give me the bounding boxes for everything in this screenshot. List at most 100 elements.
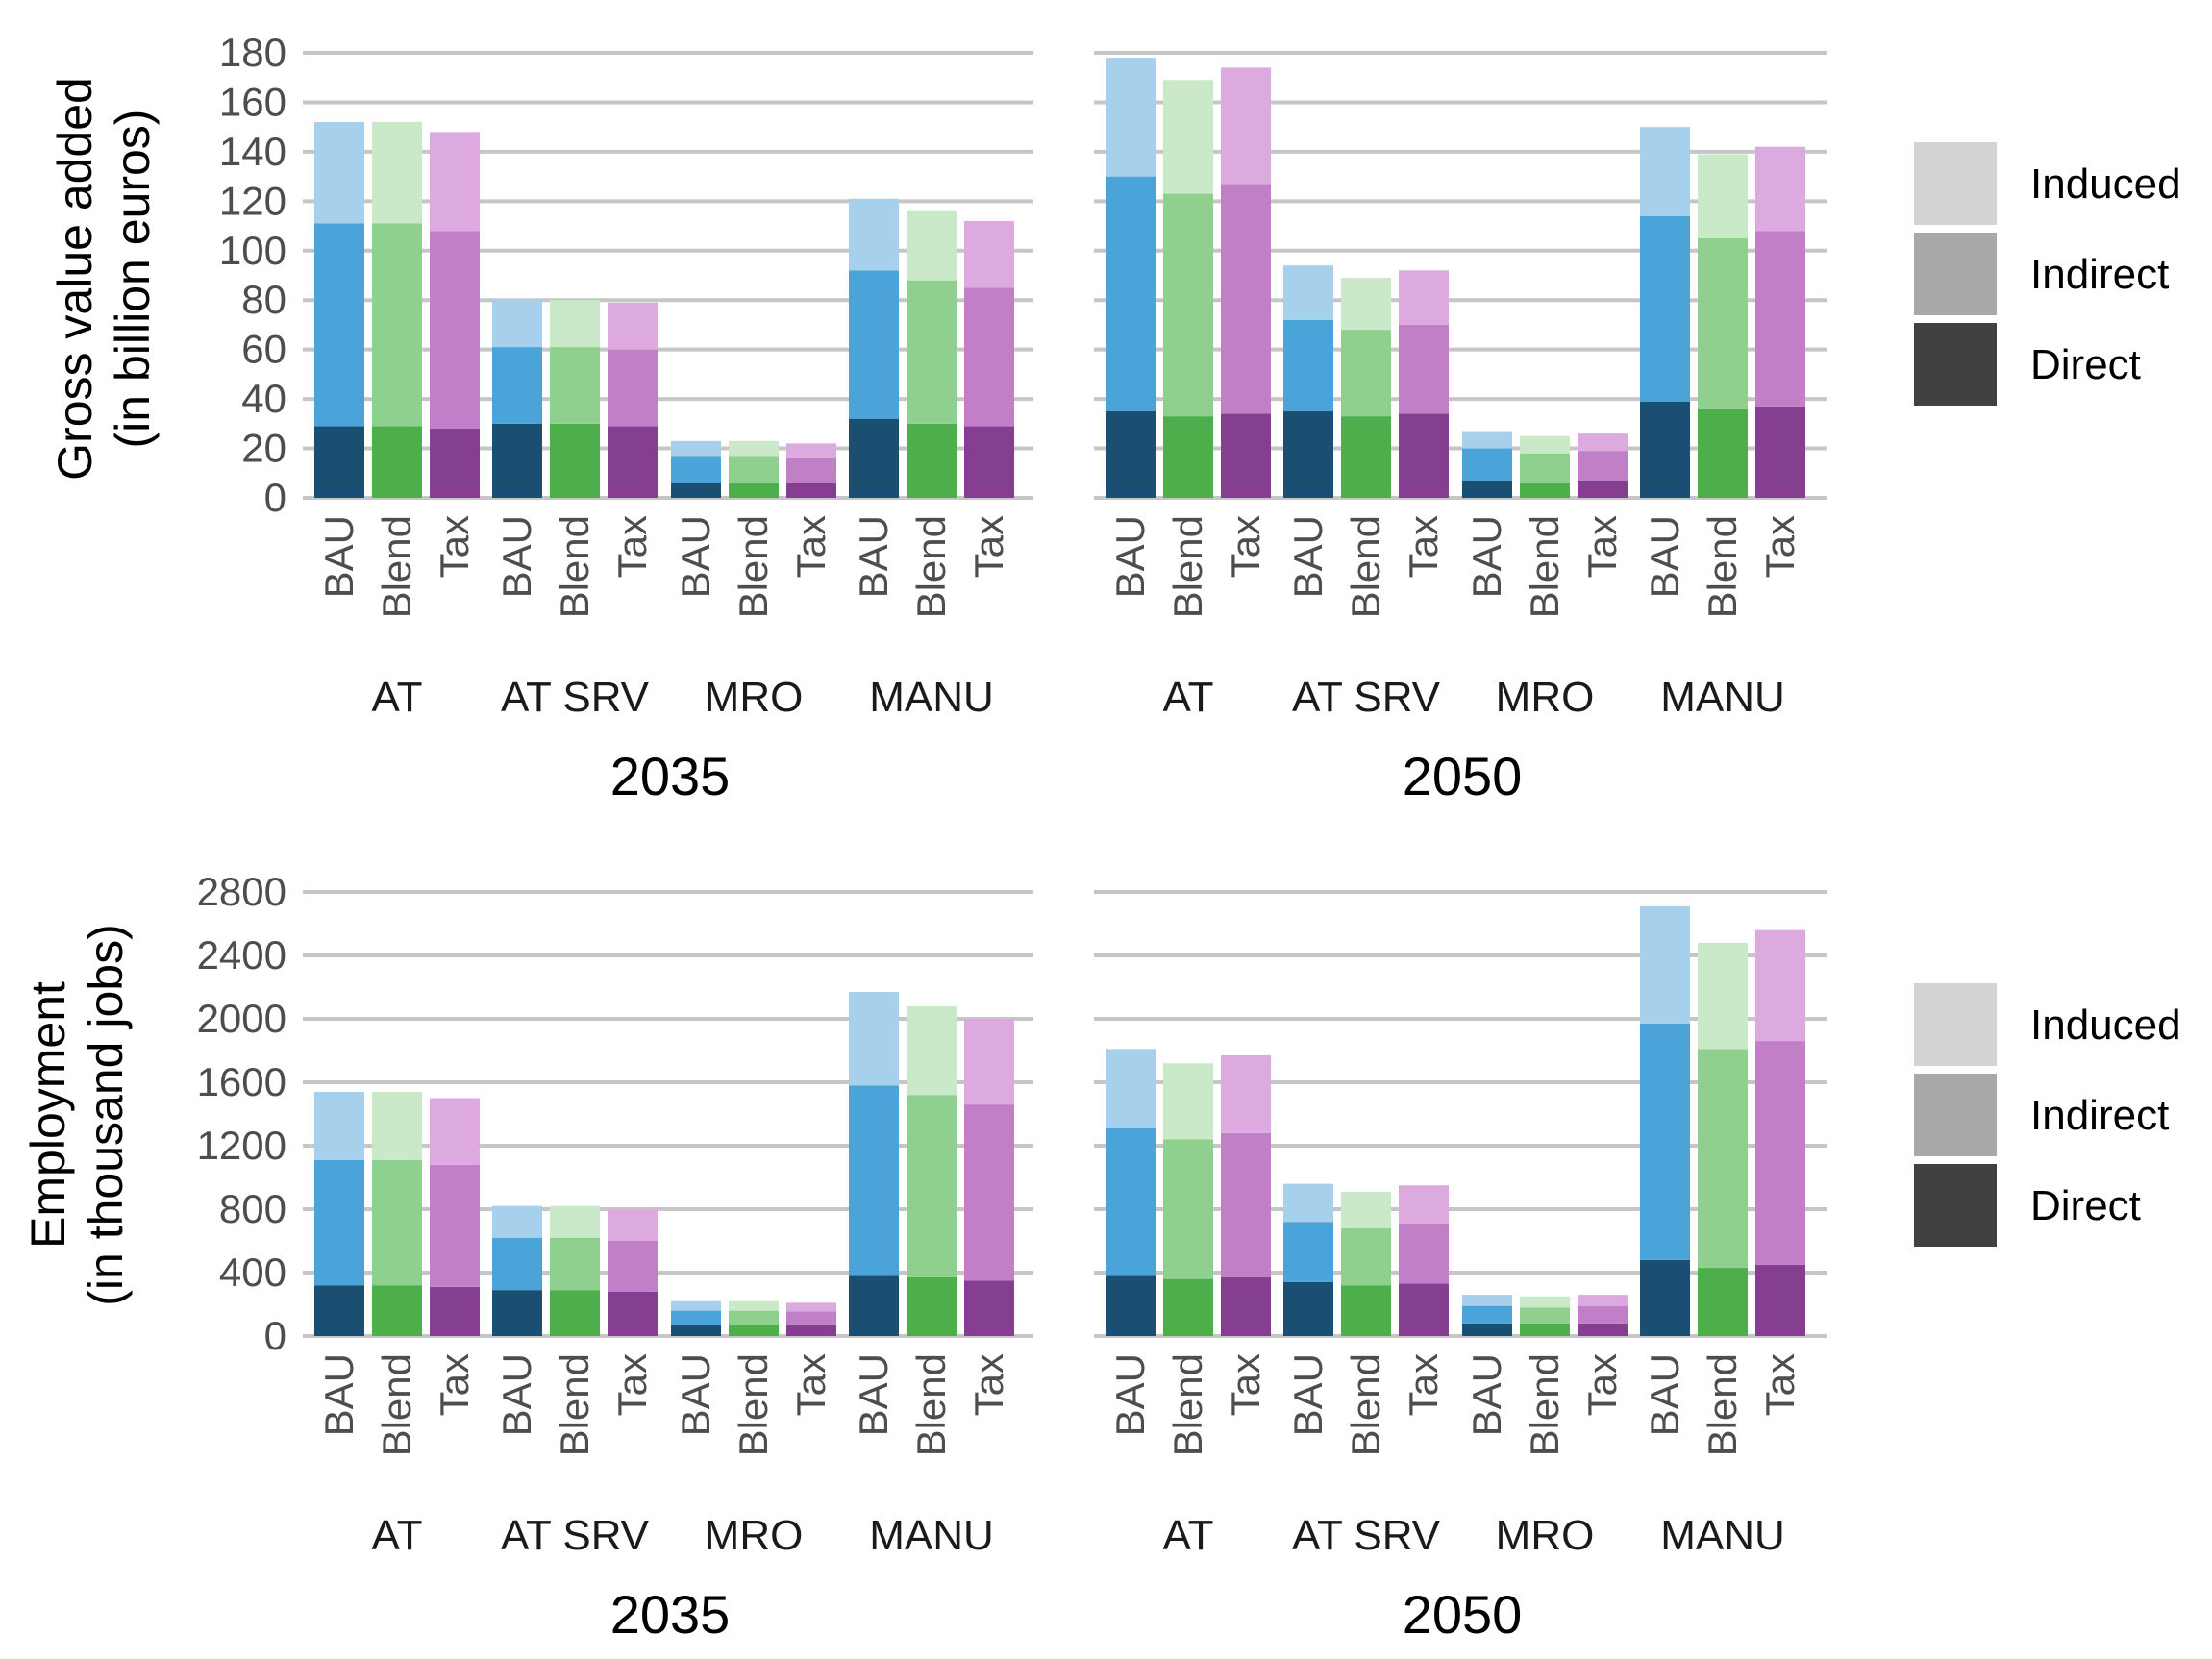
bar-at-bau-direct xyxy=(314,426,364,498)
scenario-label: Blend xyxy=(908,1353,954,1456)
bar-manu-blend-indirect xyxy=(907,280,957,424)
bar-mro-bau-indirect xyxy=(671,456,721,483)
bar-at-bau-induced xyxy=(1106,58,1156,177)
bar-at-blend-induced xyxy=(1163,1063,1213,1140)
bar-manu-bau-direct xyxy=(1640,401,1690,498)
category-label: AT SRV xyxy=(501,674,650,721)
y-tick-label: 0 xyxy=(264,1313,286,1358)
legend-swatch-direct xyxy=(1914,1164,1997,1247)
bar-manu-blend-direct xyxy=(1698,1268,1748,1336)
bar-at-srv-blend-induced xyxy=(550,1205,600,1238)
scenario-label: Blend xyxy=(1522,515,1567,618)
scenario-label: Tax xyxy=(1401,1353,1446,1416)
y-tick-label: 2800 xyxy=(197,869,286,914)
bar-manu-tax-direct xyxy=(1755,1264,1805,1336)
y-tick-label: 800 xyxy=(219,1186,286,1231)
legend-label-direct: Direct xyxy=(2030,1182,2141,1229)
bar-at-srv-bau-induced xyxy=(1283,1183,1333,1223)
y-tick-label: 40 xyxy=(241,376,286,421)
bar-mro-tax-indirect xyxy=(1578,451,1628,481)
bar-at-tax-direct xyxy=(1221,413,1271,498)
legend-swatch-induced xyxy=(1914,142,1997,225)
scenario-label: Tax xyxy=(1579,1353,1625,1416)
scenario-label: Blend xyxy=(552,1353,597,1456)
bar-mro-bau-direct xyxy=(671,483,721,498)
legend-label-induced: Induced xyxy=(2030,1002,2181,1049)
bar-at-tax-indirect xyxy=(1221,184,1271,414)
bar-at-srv-blend-direct xyxy=(1341,416,1391,498)
bar-at-bau-indirect xyxy=(1106,176,1156,411)
scenario-label: Tax xyxy=(788,1353,833,1416)
scenario-label: BAU xyxy=(316,515,361,598)
bar-mro-bau-indirect xyxy=(1462,1305,1512,1324)
bar-at-srv-tax-induced xyxy=(1399,270,1449,325)
bar-at-srv-tax-indirect xyxy=(608,1241,658,1292)
y-axis-subtitle: (in billion euros) xyxy=(106,110,160,449)
scenario-label: Blend xyxy=(1343,1353,1388,1456)
bar-at-bau-induced xyxy=(1106,1049,1156,1128)
bar-manu-bau-indirect xyxy=(849,270,899,419)
bar-mro-tax-indirect xyxy=(786,458,836,483)
scenario-label: BAU xyxy=(1642,515,1687,598)
scenario-label: Tax xyxy=(609,515,655,578)
bar-manu-blend-induced xyxy=(907,210,957,281)
category-label: MRO xyxy=(1496,1512,1595,1559)
bar-at-srv-blend-direct xyxy=(550,423,600,498)
bar-at-tax-direct xyxy=(1221,1276,1271,1336)
scenario-label: Tax xyxy=(1401,515,1446,578)
category-label: AT SRV xyxy=(501,1512,650,1559)
bar-mro-tax-induced xyxy=(1578,1295,1628,1306)
bar-at-tax-indirect xyxy=(1221,1132,1271,1277)
bar-manu-tax-direct xyxy=(1755,406,1805,498)
bar-at-srv-bau-direct xyxy=(1283,410,1333,498)
bar-at-blend-indirect xyxy=(372,1159,422,1286)
legend-swatch-indirect xyxy=(1914,1074,1997,1156)
y-tick-label: 1200 xyxy=(197,1123,286,1168)
bar-at-bau-induced xyxy=(314,1091,364,1160)
scenario-label: Blend xyxy=(374,1353,419,1456)
bar-manu-tax-direct xyxy=(964,1280,1014,1336)
scenario-label: Tax xyxy=(788,515,833,578)
bar-mro-bau-direct xyxy=(1462,1323,1512,1336)
scenario-label: Blend xyxy=(1700,1353,1745,1456)
bar-at-srv-tax-induced xyxy=(608,1209,658,1241)
bar-at-tax-indirect xyxy=(430,1164,480,1287)
scenario-label: Blend xyxy=(1165,1353,1210,1456)
bar-mro-tax-indirect xyxy=(1578,1305,1628,1324)
bar-at-srv-blend-direct xyxy=(550,1290,600,1336)
bar-at-srv-tax-direct xyxy=(1399,1283,1449,1336)
scenario-label: Tax xyxy=(1757,515,1802,578)
bar-mro-blend-induced xyxy=(729,1300,779,1311)
bar-at-srv-bau-induced xyxy=(492,300,542,348)
bar-mro-bau-induced xyxy=(1462,1295,1512,1306)
bar-at-srv-bau-induced xyxy=(1283,265,1333,320)
bar-mro-bau-direct xyxy=(671,1325,721,1336)
bar-mro-blend-direct xyxy=(729,1325,779,1336)
bar-manu-tax-indirect xyxy=(964,287,1014,427)
bar-at-bau-indirect xyxy=(314,1159,364,1286)
scenario-label: Tax xyxy=(966,1353,1011,1416)
bar-manu-tax-induced xyxy=(964,1019,1014,1105)
bar-manu-bau-indirect xyxy=(1640,1023,1690,1260)
y-tick-label: 80 xyxy=(241,277,286,322)
bar-manu-blend-induced xyxy=(1698,942,1748,1050)
y-tick-label: 20 xyxy=(241,426,286,471)
bar-mro-blend-indirect xyxy=(1520,1307,1570,1324)
bar-mro-tax-indirect xyxy=(786,1311,836,1325)
bar-at-bau-indirect xyxy=(314,223,364,427)
bar-mro-blend-induced xyxy=(729,440,779,457)
scenario-label: Blend xyxy=(1165,515,1210,618)
bar-at-tax-indirect xyxy=(430,231,480,429)
bar-mro-bau-indirect xyxy=(671,1310,721,1325)
bar-manu-tax-induced xyxy=(1755,929,1805,1042)
bar-at-srv-blend-indirect xyxy=(550,1237,600,1291)
bar-at-blend-direct xyxy=(1163,416,1213,498)
employment-chart: Employment (in thousand jobs) 0 400 800 1200 1… xyxy=(21,869,1827,1645)
y-tick-label: 0 xyxy=(264,475,286,520)
bar-mro-tax-direct xyxy=(1578,480,1628,498)
bar-mro-tax-direct xyxy=(786,1325,836,1336)
bar-at-blend-induced xyxy=(372,1091,422,1160)
bar-mro-tax-induced xyxy=(786,1302,836,1312)
scenario-label: Tax xyxy=(609,1353,655,1416)
scenario-label: Tax xyxy=(1223,1353,1268,1416)
